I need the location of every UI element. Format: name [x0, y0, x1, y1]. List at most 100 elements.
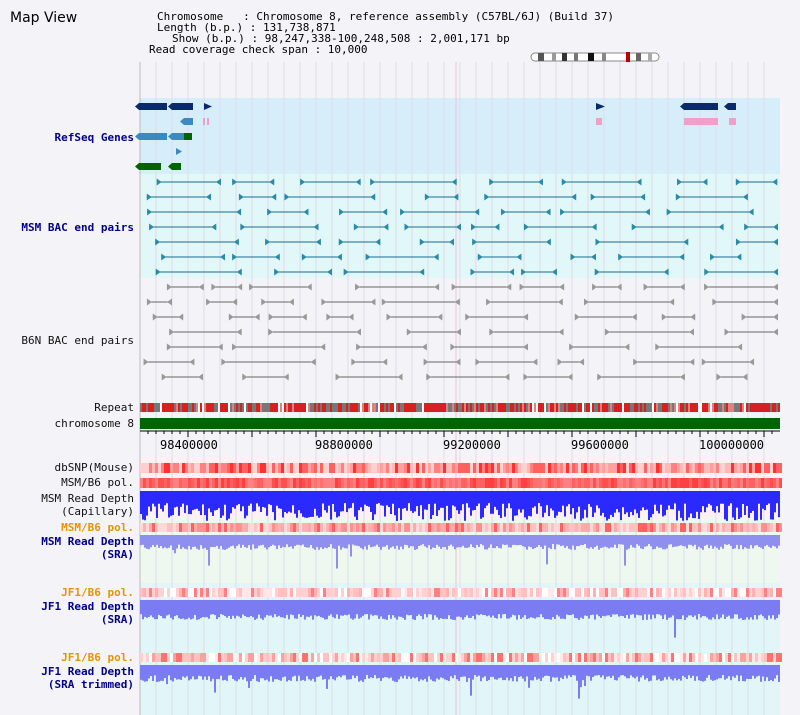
heat-cell: [428, 478, 431, 488]
heat-cell: [650, 463, 653, 473]
heat-cell: [485, 463, 488, 473]
heat-cell: [725, 463, 728, 473]
heat-cell: [650, 588, 653, 597]
repeat-bar: [652, 403, 654, 412]
depth-bar: [348, 535, 350, 545]
depth-bar: [206, 665, 208, 680]
heat-cell: [500, 653, 503, 662]
gene-arrow: [724, 103, 728, 110]
heat-cell: [305, 478, 308, 488]
heat-cell: [317, 523, 320, 532]
heat-cell: [659, 478, 662, 488]
heat-cell: [530, 463, 533, 473]
track-label-msm-bac[interactable]: MSM BAC end pairs: [21, 221, 134, 234]
depth-bar: [618, 600, 620, 617]
track-label-msm-depth-capillary[interactable]: MSM Read Depth (Capillary): [41, 492, 134, 518]
heat-cell: [509, 478, 512, 488]
depth-bar: [714, 535, 716, 547]
heat-cell: [149, 588, 152, 597]
depth-bar: [574, 665, 576, 676]
depth-bar: [172, 665, 174, 682]
heat-cell: [485, 588, 488, 597]
heat-cell: [425, 478, 428, 488]
heat-cell: [254, 588, 257, 597]
track-label-jf1-b6-pol[interactable]: JF1/B6 pol.: [61, 586, 134, 599]
heat-cell: [716, 588, 719, 597]
depth-bar: [506, 491, 508, 509]
depth-bar: [252, 665, 254, 679]
depth-bar: [668, 535, 670, 545]
heat-cell: [521, 653, 524, 662]
track-label-b6n-bac[interactable]: B6N BAC end pairs: [21, 334, 134, 347]
depth-bar: [768, 535, 770, 547]
depth-bar: [450, 535, 452, 545]
repeat-bar: [672, 403, 674, 412]
bac-end: [356, 343, 362, 351]
heat-cell: [773, 588, 776, 597]
depth-bar: [522, 535, 524, 547]
repeat-bar: [550, 403, 552, 412]
heat-cell: [179, 653, 182, 662]
repeat-bar: [630, 403, 632, 412]
heat-cell: [605, 653, 608, 662]
depth-bar: [426, 535, 428, 548]
repeat-bar: [472, 403, 474, 412]
chromosome-idiogram[interactable]: [530, 52, 660, 62]
heat-cell: [206, 478, 209, 488]
depth-bar: [380, 535, 382, 550]
heat-cell: [413, 478, 416, 488]
depth-bar: [708, 665, 710, 676]
track-label-jf1-depth-sra[interactable]: JF1 Read Depth (SRA): [41, 600, 134, 626]
depth-bar: [710, 491, 712, 506]
track-label-jf1-b6-pol-2[interactable]: JF1/B6 pol.: [61, 651, 134, 664]
heat-cell: [635, 478, 638, 488]
track-label-msm-b6-pol[interactable]: MSM/B6 pol.: [61, 476, 134, 489]
track-label-refseq[interactable]: RefSeq Genes: [54, 131, 134, 144]
bac-end: [735, 178, 741, 186]
track-label-jf1-depth-trimmed[interactable]: JF1 Read Depth (SRA trimmed): [41, 665, 134, 691]
depth-bar: [208, 600, 210, 619]
heat-cell: [242, 478, 245, 488]
depth-bar: [504, 600, 506, 615]
repeat-bar: [142, 403, 144, 412]
bac-end: [475, 358, 481, 366]
depth-bar: [704, 600, 706, 617]
repeat-bar: [396, 403, 398, 412]
depth-bar: [446, 491, 448, 506]
depth-bar: [650, 491, 652, 518]
depth-bar: [302, 491, 304, 517]
heat-cell: [170, 523, 173, 532]
depth-bar: [268, 600, 270, 616]
heat-cell: [416, 588, 419, 597]
heat-cell: [437, 653, 440, 662]
heat-cell: [203, 463, 206, 473]
heat-cell: [746, 463, 749, 473]
depth-bar: [266, 491, 268, 516]
heat-cell: [653, 653, 656, 662]
repeat-bar: [478, 403, 480, 412]
bac-end: [669, 298, 675, 306]
repeat-bar: [284, 403, 286, 412]
depth-bar: [472, 491, 474, 511]
depth-bar: [428, 600, 430, 615]
track-label-dbsnp[interactable]: dbSNP(Mouse): [54, 461, 134, 474]
depth-bar: [562, 665, 564, 680]
heat-cell: [719, 463, 722, 473]
track-label-msm-b6-pol-2[interactable]: MSM/B6 pol.: [61, 521, 134, 534]
depth-bar: [530, 665, 532, 681]
heat-cell: [266, 463, 269, 473]
depth-bar: [204, 535, 206, 548]
heat-cell: [440, 523, 443, 532]
depth-bar: [536, 535, 538, 548]
depth-bar: [250, 491, 252, 504]
bac-end: [690, 313, 696, 321]
track-label-msm-depth-sra[interactable]: MSM Read Depth (SRA): [41, 535, 134, 561]
heat-cell: [317, 463, 320, 473]
depth-bar: [502, 665, 504, 681]
depth-bar: [642, 600, 644, 620]
heat-cell: [191, 463, 194, 473]
heat-cell: [383, 588, 386, 597]
depth-bar: [398, 491, 400, 509]
depth-bar: [588, 665, 590, 677]
